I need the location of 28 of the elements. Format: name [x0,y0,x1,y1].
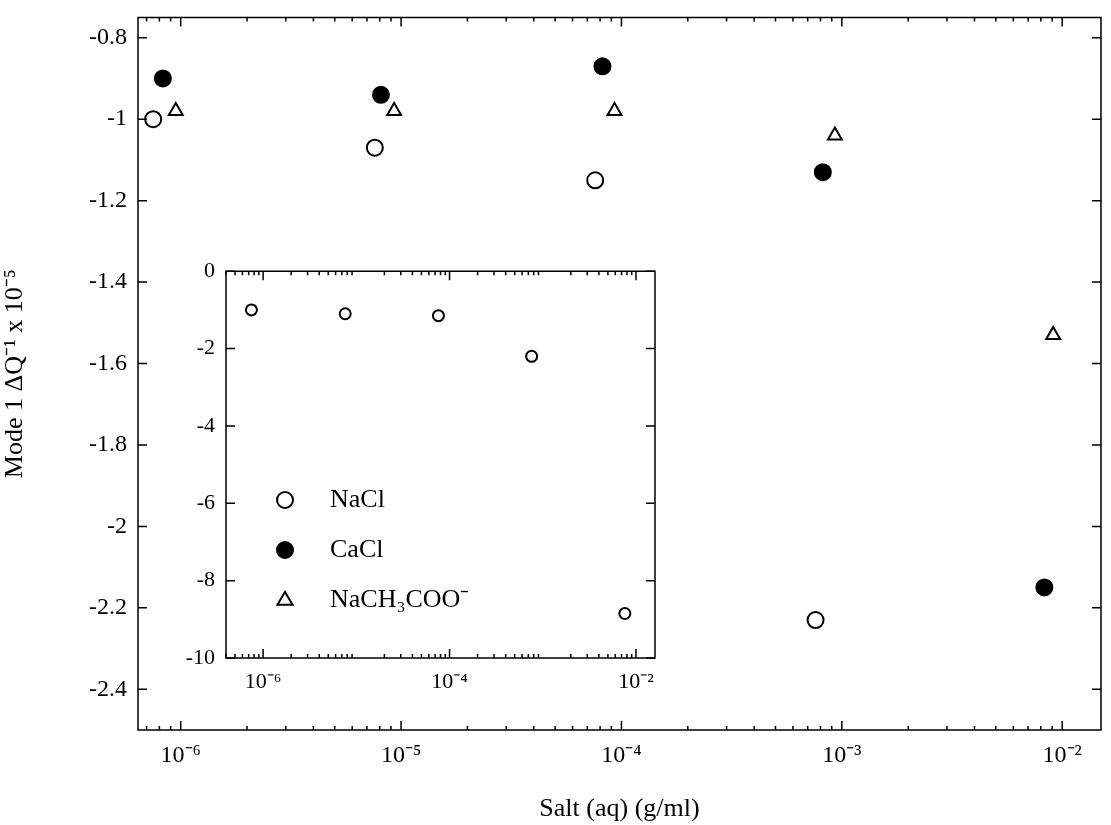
y-tick-label: -4 [196,411,215,437]
y-tick-label: -0.8 [89,23,127,50]
x-tick-label: 10⁻² [1042,740,1082,767]
y-tick-label: -1.2 [89,185,127,212]
x-tick-label: 10⁻² [618,667,655,693]
y-tick-label: -2.4 [89,674,127,701]
x-tick-label: 10⁻³ [822,740,862,767]
y-tick-label: -10 [185,643,215,669]
y-tick-label: -2 [107,511,127,538]
x-tick-label: 10⁻⁶ [160,740,201,767]
y-tick-label: -8 [196,566,215,592]
x-tick-label: 10⁻⁴ [431,667,469,693]
y-tick-label: -2 [196,334,215,360]
legend-label: CaCl [330,533,384,563]
y-tick-label: -2.2 [89,593,127,620]
x-axis-title: Salt (aq) (g/ml) [539,793,700,823]
legend-label: NaCl [330,483,385,513]
y-tick-label: 0 [204,256,215,282]
y-tick-label: -1 [107,104,127,131]
x-tick-label: 10⁻⁵ [380,740,422,767]
x-tick-label: 10⁻⁶ [244,667,282,693]
y-tick-label: -1.4 [89,267,127,294]
y-tick-label: -1.6 [89,348,127,375]
y-axis-title: Mode 1 ΔQ⁻¹ x 10⁻⁵ [0,269,29,479]
y-tick-label: -6 [196,489,215,515]
y-tick-label: -1.8 [89,430,127,457]
x-tick-label: 10⁻⁴ [601,740,642,767]
legend-label: NaCH₃COO⁻ [330,583,470,613]
